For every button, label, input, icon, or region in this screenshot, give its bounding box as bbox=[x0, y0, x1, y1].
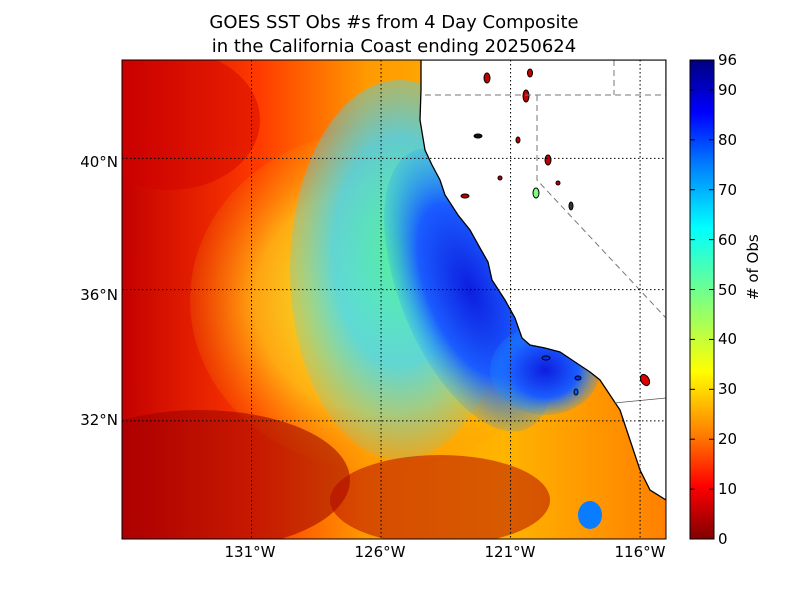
colorbar-tick-label: 0 bbox=[718, 530, 728, 548]
colorbar-label: # of Obs bbox=[744, 234, 762, 300]
lat-label-36n: 36°N bbox=[80, 286, 118, 304]
lon-label-126w: 126°W bbox=[354, 543, 406, 561]
colorbar-tick-label: 80 bbox=[718, 130, 738, 149]
colorbar-gradient bbox=[689, 59, 715, 540]
ocean-field bbox=[122, 60, 666, 539]
colorbar-tick-label: 90 bbox=[718, 80, 738, 99]
map-frame bbox=[121, 59, 667, 540]
colorbar-tick-label: 40 bbox=[718, 330, 738, 349]
state-borders bbox=[425, 60, 667, 319]
colorbar-tick-label: 30 bbox=[718, 380, 738, 399]
map-title-line-2: in the California Coast ending 20250624 bbox=[211, 36, 577, 57]
colorbar-tick-label: 20 bbox=[718, 430, 738, 449]
colorbar-tick-label: 96 bbox=[718, 51, 738, 69]
map-title-line-1: GOES SST Obs #s from 4 Day Composite bbox=[209, 12, 579, 33]
lat-label-40n: 40°N bbox=[80, 153, 118, 171]
colorbar-tick-label: 10 bbox=[718, 480, 738, 499]
colorbar-tick-label: 60 bbox=[718, 230, 738, 249]
graticule bbox=[122, 60, 666, 539]
colorbar bbox=[689, 59, 715, 540]
lon-label-131w: 131°W bbox=[224, 543, 276, 561]
lon-label-116w: 116°W bbox=[614, 543, 666, 561]
colorbar-tick-label: 50 bbox=[718, 280, 738, 299]
land-lakes bbox=[460, 68, 651, 396]
lat-label-32n: 32°N bbox=[80, 411, 118, 429]
land-mass bbox=[419, 60, 666, 501]
colorbar-tick-label: 70 bbox=[718, 180, 738, 199]
lon-label-121w: 121°W bbox=[484, 543, 536, 561]
